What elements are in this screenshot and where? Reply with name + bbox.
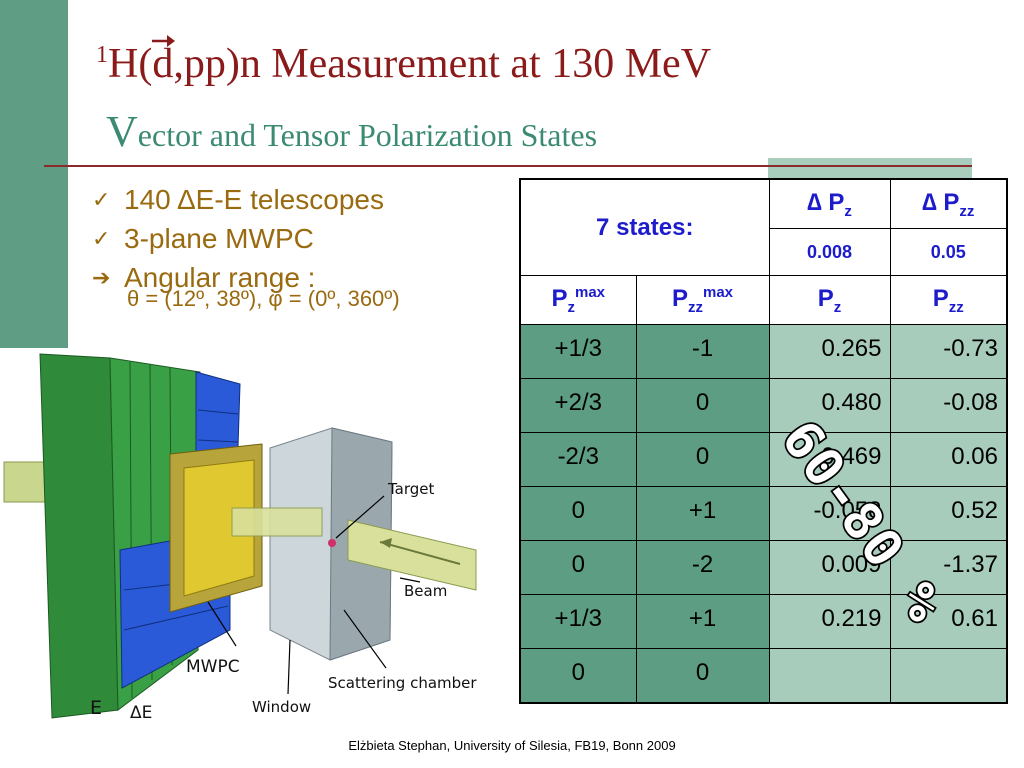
cell-pzzmax: +1	[635, 486, 770, 541]
table-column-header-row: Pzmax Pzzmax Pz Pzz	[519, 275, 1008, 325]
title-divider	[44, 165, 972, 167]
bullet-item: ✓ 140 ΔE-E telescopes	[92, 180, 512, 219]
cell-pz	[768, 648, 891, 704]
bullet-text: Angular range :	[124, 262, 316, 293]
cell-pzz: -1.37	[889, 540, 1008, 595]
cell-pz: -0.058	[768, 486, 891, 541]
angular-range-detail: θ = (12º, 38º), φ = (0º, 360º)	[127, 286, 400, 311]
cell-pzz: 0.61	[889, 594, 1008, 649]
subtitle-initial: V	[106, 107, 138, 156]
label-target: Target	[387, 480, 435, 498]
cell-pzmax: +2/3	[519, 378, 637, 433]
footer-credit: Elżbieta Stephan, University of Silesia,…	[348, 738, 676, 753]
cell-pzzmax: 0	[635, 378, 770, 433]
cell-pzz: 0.52	[889, 486, 1008, 541]
slide-subtitle: Vector and Tensor Polarization States	[106, 106, 597, 157]
col-pz: Pz	[768, 275, 891, 325]
table-row: +1/3 -1 0.265 -0.73	[519, 324, 1008, 379]
decorative-bar-right	[768, 158, 972, 180]
vector-arrow-icon	[152, 35, 176, 47]
col-pzmax: Pzmax	[519, 275, 637, 325]
col-pzzmax: Pzzmax	[635, 275, 770, 325]
subtitle-text: ector and Tensor Polarization States	[137, 117, 598, 153]
label-beam: Beam	[404, 582, 447, 600]
bullet-text: 3-plane MWPC	[124, 223, 314, 254]
states-label: 7 states:	[519, 178, 770, 276]
cell-pz: 0.219	[768, 594, 891, 649]
decorative-bar-left	[0, 0, 68, 348]
label-e: E	[90, 697, 102, 719]
delta-pz-value: 0.008	[768, 228, 891, 276]
title-part: ,pp)n Measurement at 130 MeV	[173, 41, 712, 87]
cell-pzzmax: +1	[635, 594, 770, 649]
label-delta-e: ΔE	[130, 703, 152, 723]
label-window: Window	[252, 698, 311, 716]
table-row: 0 +1 -0.058 0.52	[519, 486, 1008, 541]
table-row: +1/3 +1 0.219 0.61	[519, 594, 1008, 649]
title-d: d	[152, 41, 174, 87]
cell-pzzmax: -1	[635, 324, 770, 379]
checkmark-icon: ✓	[92, 226, 111, 251]
table-header-row: 7 states: ∆ Pz ∆ Pzz	[519, 178, 1008, 276]
cell-pzz: -0.73	[889, 324, 1008, 379]
delta-pz-header: ∆ Pz	[768, 178, 891, 229]
detector-illustration: Target Beam MWPC Scattering chamber Wind…	[3, 353, 477, 723]
target-point	[328, 539, 336, 547]
cell-pz: 0.009	[768, 540, 891, 595]
checkmark-icon: ✓	[92, 187, 111, 212]
cell-pzz: -0.08	[889, 378, 1008, 433]
title-superscript: 1	[96, 42, 108, 68]
table-row: +2/3 0 0.480 -0.08	[519, 378, 1008, 433]
cell-pzmax: +1/3	[519, 594, 637, 649]
cell-pz: -0.469	[768, 432, 891, 487]
arrow-right-icon: ➔	[92, 265, 111, 290]
cell-pzzmax: 0	[635, 648, 770, 704]
table-row: 0 -2 0.009 -1.37	[519, 540, 1008, 595]
bullet-item: ➔ Angular range :	[92, 258, 512, 297]
cell-pzmax: 0	[519, 486, 637, 541]
cell-pzzmax: 0	[635, 432, 770, 487]
polarization-table: 7 states: ∆ Pz ∆ Pzz 0.008 0.05 Pzmax Pz…	[519, 178, 1008, 704]
cell-pzz	[889, 648, 1008, 704]
e-detector	[39, 353, 119, 719]
bullet-item: ✓ 3-plane MWPC	[92, 219, 512, 258]
table-row: 0 0	[519, 648, 1008, 704]
cell-pzmax: -2/3	[519, 432, 637, 487]
bullet-list: ✓ 140 ΔE-E telescopes ✓ 3-plane MWPC ➔ Angu…	[92, 180, 512, 313]
target-tube	[231, 507, 323, 537]
bullet-text: 140 ΔE-E telescopes	[124, 184, 384, 215]
table-row: -2/3 0 -0.469 0.06	[519, 432, 1008, 487]
title-part: H(	[108, 41, 153, 87]
beam-pipe-right	[347, 519, 477, 591]
delta-pzz-header: ∆ Pzz	[889, 178, 1008, 229]
cell-pzmax: 0	[519, 648, 637, 704]
table-header-row: 0.008 0.05	[520, 228, 1008, 276]
col-pzz: Pzz	[889, 275, 1008, 325]
beam-arrow-icon	[380, 538, 392, 548]
cell-pzmax: +1/3	[519, 324, 637, 379]
title-d-vector: d	[152, 35, 176, 88]
cell-pzz: 0.06	[889, 432, 1008, 487]
cell-pz: 0.265	[768, 324, 891, 379]
slide-title: 1H(d,pp)n Measurement at 130 MeV	[96, 35, 712, 88]
cell-pzmax: 0	[519, 540, 637, 595]
cell-pzzmax: -2	[635, 540, 770, 595]
label-mwpc: MWPC	[186, 657, 240, 677]
delta-pzz-value: 0.05	[889, 228, 1008, 276]
label-scattering-chamber: Scattering chamber	[328, 674, 477, 692]
cell-pz: 0.480	[768, 378, 891, 433]
